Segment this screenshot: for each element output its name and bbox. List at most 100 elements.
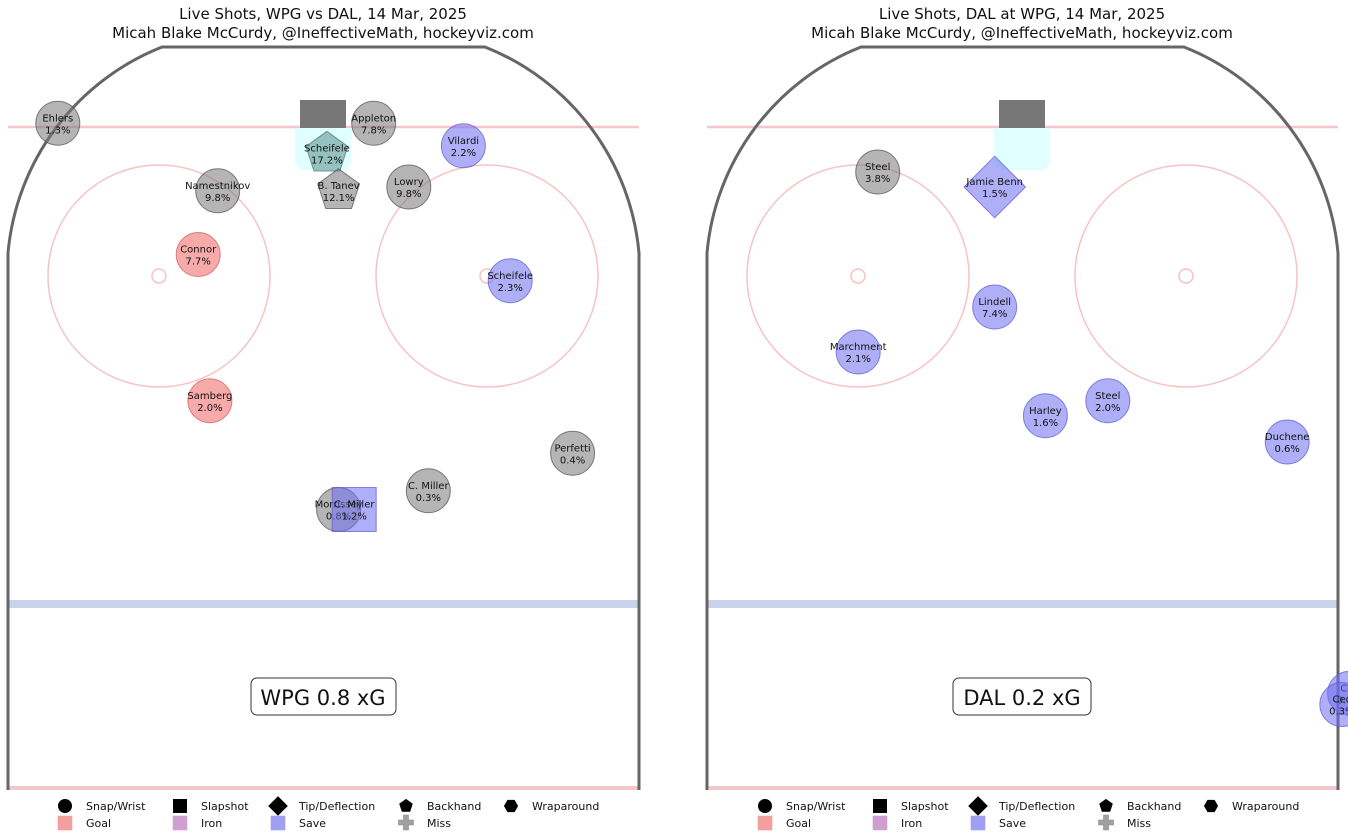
- rink-boards: [6, 45, 641, 790]
- faceoff-circle-right: [1074, 164, 1298, 388]
- shot-player-label: Lowry: [394, 177, 424, 188]
- shot-xg-label: 0.6%: [1274, 444, 1299, 455]
- legend-hexagon-icon: [1203, 799, 1219, 813]
- shot-xg-label: 7.8%: [361, 125, 386, 136]
- panel-dal: Live Shots, DAL at WPG, 14 Mar, 2025 Mic…: [705, 5, 1348, 790]
- legend-shape-item: Wraparound: [1203, 799, 1299, 813]
- shot-player-label: Namestnikov: [185, 181, 250, 192]
- panel-title: Live Shots, WPG vs DAL, 14 Mar, 2025: [179, 5, 467, 23]
- legend-circle-icon: [58, 799, 72, 813]
- shot-player-label: B. Tanev: [317, 181, 359, 192]
- legend-shape-item: Snap/Wrist: [758, 799, 846, 813]
- legend-shape-label: Slapshot: [201, 800, 249, 813]
- shot-circle-save: [487, 258, 533, 304]
- shot-player-label: Perfetti: [554, 443, 590, 454]
- shot-diamond-save: [963, 155, 1027, 219]
- legend-shape-item: Wraparound: [503, 799, 599, 813]
- shot-xg-label: 2.3%: [497, 283, 522, 294]
- legend-outcome-item: Miss: [1098, 814, 1151, 831]
- legend-miss-swatch: [398, 814, 414, 831]
- total-xg-label: DAL 0.2 xG: [963, 686, 1080, 710]
- legend-diamond-icon: [268, 796, 288, 816]
- legend-shape-label: Wraparound: [1232, 800, 1299, 813]
- legend-outcome-label: Save: [299, 817, 326, 830]
- shot-player-label: Appleton: [351, 113, 396, 124]
- panel-subtitle: Micah Blake McCurdy, @IneffectiveMath, h…: [811, 24, 1233, 42]
- goal-net: [300, 100, 346, 128]
- shot-player-label: Steel: [865, 162, 890, 173]
- shot-circle-miss: [386, 164, 432, 210]
- shot-circle-save: [1022, 393, 1068, 439]
- legend-shape-label: Backhand: [427, 800, 481, 813]
- legend-dal: Snap/Wrist Slapshot Tip/Deflection Backhand…: [757, 796, 1299, 831]
- faceoff-circle-right: [375, 164, 599, 388]
- legend-shape-label: Backhand: [1127, 800, 1181, 813]
- legend-outcome-item: Save: [270, 815, 326, 831]
- legend-square-icon: [873, 799, 887, 813]
- faceoff-circle-left: [47, 164, 271, 388]
- goal-net: [999, 100, 1045, 128]
- shot-xg-label: 12.1%: [323, 193, 355, 204]
- shot-xg-label: 2.2%: [451, 148, 476, 159]
- legend-shape-label: Tip/Deflection: [298, 800, 375, 813]
- shot-circle-miss: [550, 430, 596, 476]
- shot-xg-label: 2.0%: [197, 403, 222, 414]
- legend-outcome-label: Iron: [901, 817, 922, 830]
- rink: [705, 45, 1340, 790]
- shot-player-label: Steel: [1095, 391, 1120, 402]
- shot-player-label: Scheifele: [304, 143, 350, 154]
- legend-goal-swatch: [57, 815, 73, 831]
- blue-line: [8, 600, 639, 608]
- shot-xg-label: 0.3%: [416, 493, 441, 504]
- panel-title: Live Shots, DAL at WPG, 14 Mar, 2025: [879, 5, 1165, 23]
- legend-shape-item: Backhand: [399, 798, 481, 813]
- legend-square-icon: [173, 799, 187, 813]
- legend-shape-label: Slapshot: [901, 800, 949, 813]
- shot-xg-label: 1.3%: [45, 125, 70, 136]
- legend-shape-label: Tip/Deflection: [998, 800, 1075, 813]
- shot-xg-label: 3.8%: [865, 174, 890, 185]
- legend-iron-swatch: [872, 815, 888, 831]
- total-xg-label: WPG 0.8 xG: [260, 686, 385, 710]
- legend-save-swatch: [270, 815, 286, 831]
- shot-xg-label: 7.7%: [185, 257, 210, 268]
- legend-shape-item: Tip/Deflection: [968, 796, 1075, 816]
- shot-pentagon-miss: [317, 168, 361, 209]
- shot-marker: Cec0.3%: [1319, 682, 1348, 727]
- blue-line: [707, 600, 1338, 608]
- legend-diamond-icon: [968, 796, 988, 816]
- legend-wpg: Snap/Wrist Slapshot Tip/Deflection Backhand…: [57, 796, 599, 831]
- shot-xg-label: 1.2%: [341, 512, 366, 523]
- shot-pentagon-teal: [305, 130, 349, 172]
- shot-circle-save: [440, 123, 486, 169]
- legend-outcome-label: Goal: [786, 817, 811, 830]
- shot-xg-label: 2.0%: [1095, 403, 1120, 414]
- shot-circle-miss: [351, 100, 397, 146]
- shot-player-label: Connor: [180, 245, 217, 256]
- shot-markers: Ehlers1.3%Appleton7.8%Scheifele17.2%Vila…: [35, 100, 596, 532]
- shot-circle-miss: [35, 100, 81, 146]
- legend-outcome-item: Goal: [57, 815, 111, 831]
- legend-outcome-label: Goal: [86, 817, 111, 830]
- shot-circle-save: [1264, 419, 1310, 465]
- shot-xg-label: 9.8%: [396, 189, 421, 200]
- legend-shape-item: Tip/Deflection: [268, 796, 375, 816]
- total-xg-box: DAL 0.2 xG: [952, 677, 1092, 716]
- legend-shape-item: Snap/Wrist: [58, 799, 146, 813]
- shot-square-save: [331, 487, 377, 532]
- legend-miss-swatch: [1098, 814, 1114, 831]
- shot-player-label: Scheifele: [487, 271, 533, 282]
- panel-wpg: Live Shots, WPG vs DAL, 14 Mar, 2025 Mic…: [6, 5, 641, 790]
